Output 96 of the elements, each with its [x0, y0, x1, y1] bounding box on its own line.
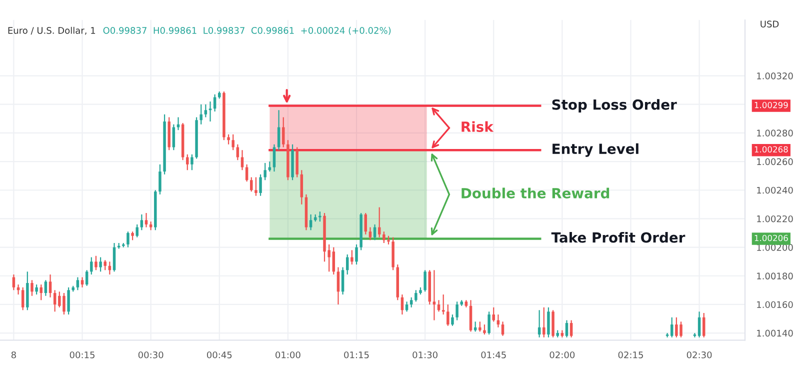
- candlestick: [44, 280, 48, 296]
- candlestick: [240, 150, 244, 171]
- y-tick-label: 1.00240: [757, 186, 793, 194]
- candlestick: [309, 214, 312, 231]
- band-label: Risk: [462, 121, 494, 132]
- x-tick-label: 01:45: [481, 351, 506, 358]
- text: 1.00268: [754, 146, 788, 153]
- candlestick: [53, 290, 56, 312]
- candlestick: [190, 154, 194, 171]
- y-tick-label: 1.00320: [757, 72, 793, 80]
- candlestick: [488, 311, 490, 336]
- candlestick: [104, 260, 106, 271]
- candlestick: [341, 266, 344, 296]
- text: Euro / U.S. Dollar, 1: [8, 26, 96, 35]
- y-tick-label: 1.00280: [757, 130, 793, 137]
- candlestick: [442, 294, 445, 316]
- candlestick: [373, 224, 376, 241]
- candlestick: [368, 226, 372, 241]
- candlestick: [254, 176, 258, 196]
- candlestick: [264, 162, 266, 181]
- candlestick: [277, 110, 280, 151]
- candlestick: [136, 224, 138, 238]
- candlestick: [76, 276, 80, 291]
- candlestick: [208, 100, 212, 122]
- candlestick: [227, 134, 230, 145]
- candlestick: [12, 274, 16, 291]
- text: 1.00206: [754, 234, 788, 242]
- y-tick-label: 1.00260: [757, 158, 793, 166]
- candlestick: [410, 296, 413, 308]
- ref-line-label: Stop Loss Order: [552, 99, 677, 113]
- y-tick-label: 1.00180: [757, 272, 793, 280]
- candlestick: [21, 286, 24, 311]
- candlestick: [382, 231, 386, 244]
- candlestick: [446, 304, 450, 326]
- candlestick: [432, 270, 436, 321]
- candlestick: [300, 170, 304, 205]
- candlestick: [350, 250, 354, 265]
- x-tick-label: 02:30: [686, 351, 712, 358]
- x-tick-label: 00:15: [70, 351, 94, 358]
- candlestick: [492, 306, 495, 322]
- candlestick: [48, 274, 52, 298]
- candlestick: [90, 256, 93, 276]
- x-tick-label: 00:45: [206, 351, 232, 358]
- candlestick: [250, 176, 253, 192]
- candlestick: [144, 212, 148, 228]
- candlestick: [186, 154, 189, 171]
- candlestick: [67, 286, 70, 316]
- candlestick: [99, 256, 102, 272]
- candlestick: [451, 314, 454, 326]
- y-axis-title: USD: [760, 20, 779, 28]
- ref-line-label: Take Profit Order: [551, 232, 686, 243]
- x-tick-label: 01:00: [276, 351, 300, 358]
- candlestick: [355, 244, 358, 265]
- candlestick: [414, 290, 418, 302]
- candlestick: [336, 266, 340, 306]
- candlestick: [232, 134, 234, 151]
- candlestick: [85, 270, 88, 286]
- candlestick: [236, 144, 240, 161]
- ref-line-label: Entry Level: [552, 143, 638, 157]
- x-tick-label: 8: [11, 351, 16, 358]
- candlestick: [204, 104, 208, 118]
- candlestick: [424, 270, 426, 292]
- y-tick-label: 1.00220: [757, 215, 793, 222]
- candlestick: [30, 280, 34, 296]
- x-tick-label: 01:15: [344, 351, 369, 358]
- candlestick: [496, 314, 500, 328]
- annotation: O0.99837 H0.99861 L0.99837 C0.99861 +0.00024 (+0.02%): [103, 26, 391, 35]
- x-tick-label: 02:15: [618, 351, 643, 358]
- candlestick: [259, 174, 262, 196]
- candlestick: [80, 276, 84, 288]
- y-tick-label: 1.00140: [757, 330, 793, 337]
- candlestick: [112, 242, 116, 272]
- y-tick-label: 1.00160: [757, 301, 793, 308]
- candlestick: [332, 246, 336, 276]
- candlestick: [158, 164, 162, 195]
- candlestick: [364, 212, 368, 235]
- candlestick: [213, 94, 216, 112]
- candlestick: [126, 231, 130, 248]
- x-tick-label: 00:30: [138, 351, 164, 358]
- candlestick: [35, 284, 38, 296]
- candlestick: [200, 104, 202, 125]
- x-tick-label: 01:30: [412, 351, 438, 358]
- candlestick: [483, 324, 486, 336]
- candlestick: [378, 206, 381, 238]
- candlestick: [272, 144, 276, 172]
- x-tick-label: 02:00: [550, 351, 575, 358]
- band-label: Double the Reward: [462, 188, 610, 198]
- candlestick: [94, 255, 98, 271]
- candlestick: [456, 301, 458, 321]
- candlestick: [172, 124, 176, 151]
- candlestick: [282, 116, 285, 148]
- candlestick: [501, 321, 504, 336]
- candlestick: [140, 214, 144, 231]
- candlestick: [478, 321, 482, 332]
- candlestick: [318, 211, 322, 222]
- text: 1.00299: [754, 102, 788, 108]
